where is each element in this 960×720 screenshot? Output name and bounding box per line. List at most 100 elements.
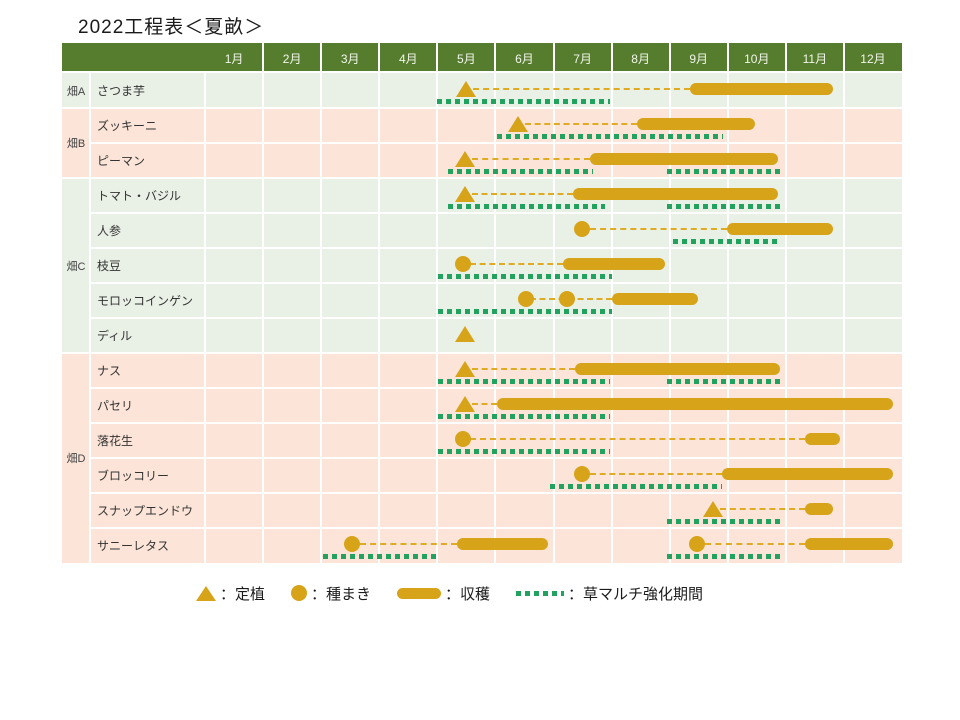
dashed-connector [472, 403, 498, 405]
harvest-bar [721, 468, 893, 480]
month-header-cell: 3月 [340, 51, 360, 66]
horizontal-grid-line [90, 352, 902, 354]
month-header-cell: 5月 [457, 51, 476, 66]
legend-item-sow: ：種まき [291, 583, 371, 604]
harvest-bar [457, 538, 548, 550]
page-title: 2022工程表＜夏畝＞ [78, 17, 265, 38]
transplant-marker [455, 396, 476, 412]
horizontal-grid-line [90, 142, 902, 144]
month-header-cell: 6月 [515, 51, 534, 66]
crop-label-cell: パセリ [90, 388, 205, 423]
legend-item-mulch: ：草マルチ強化期間 [516, 583, 703, 604]
mulch-line [437, 274, 613, 279]
mulch-line [437, 379, 610, 384]
harvest-bar [805, 538, 893, 550]
month-header-cell: 4月 [398, 51, 418, 66]
dashed-connector [720, 508, 805, 510]
legend-label-sow: ：種まき [311, 585, 372, 603]
header-grid-line [494, 43, 497, 73]
mulch-line [550, 484, 722, 489]
harvest-bar [497, 398, 893, 410]
field-group-cell: 畑A [62, 73, 90, 108]
harvest-bar [573, 188, 778, 200]
header-grid-line [784, 43, 787, 73]
crop-label-cell: ブロッコリー [90, 458, 205, 493]
header-grid-line [320, 43, 323, 73]
sowing-marker [343, 536, 360, 552]
horizontal-grid-line [90, 457, 902, 459]
transplant-marker [455, 186, 476, 202]
dashed-connector [472, 158, 591, 160]
harvest-bar [805, 433, 840, 445]
crop-label-cell: ピーマン [90, 143, 205, 178]
crop-label-cell: さつま芋 [90, 73, 205, 108]
harvest-bar [805, 503, 833, 515]
horizontal-grid-line [62, 71, 902, 73]
legend-item-transplant: ：定植 [196, 583, 265, 604]
dashed-connector [472, 368, 575, 370]
header-grid-line [552, 43, 555, 73]
harvest-bar [637, 118, 756, 130]
dashed-connector [589, 473, 722, 475]
crop-label-cell: ズッキーニ [90, 108, 205, 143]
mulch-line [437, 309, 613, 314]
header-grid-line [262, 43, 265, 73]
legend: ：定植 ：種まき ：収穫 ：草マルチ強化期間 [196, 577, 703, 609]
field-group-cell: 畑D [62, 353, 90, 563]
mulch-line [666, 379, 782, 384]
month-header-cell: 2月 [282, 51, 302, 66]
mulch-line [322, 554, 437, 559]
sowing-marker [518, 291, 535, 307]
harvest-bar [574, 363, 781, 375]
mulch-line [666, 204, 782, 209]
harvest-bar [590, 153, 778, 165]
crop-label-cell: 人参 [90, 213, 205, 248]
transplant-marker [455, 361, 476, 377]
mulch-line [666, 169, 780, 174]
crop-label-cell: 枝豆 [90, 248, 205, 283]
sowing-marker [573, 221, 590, 237]
dashed-connector [359, 543, 458, 545]
dashed-connector [470, 438, 805, 440]
horizontal-grid-line [90, 177, 902, 179]
mulch-line [447, 204, 606, 209]
mulch-dotted-icon [516, 590, 565, 596]
dashed-connector [472, 193, 574, 195]
crop-label-cell: サニーレタス [90, 528, 205, 563]
horizontal-grid-line [90, 492, 902, 494]
month-header-cell: 10月 [744, 51, 770, 66]
crop-label-cell: トマト・バジル [90, 178, 205, 213]
horizontal-grid-line [90, 212, 902, 214]
legend-label-mulch: ：草マルチ強化期間 [568, 585, 704, 603]
harvest-bar [689, 83, 833, 95]
dashed-connector [470, 263, 563, 265]
dashed-connector [525, 123, 638, 125]
harvest-bar [562, 258, 665, 270]
month-header-cell: 8月 [631, 51, 650, 66]
harvest-bar [727, 223, 833, 235]
header-grid-line [610, 43, 613, 73]
mulch-line [666, 519, 780, 524]
transplant-marker [455, 151, 476, 167]
crop-label-cell: 落花生 [90, 423, 205, 458]
group-grid-line [62, 107, 90, 109]
horizontal-grid-line [90, 527, 902, 529]
crop-label-cell: ナス [90, 353, 205, 388]
crop-label-cell: モロッコインゲン [90, 283, 205, 318]
transplant-marker [455, 326, 476, 342]
mulch-line [437, 414, 610, 419]
transplant-marker [703, 501, 724, 517]
mulch-line [666, 554, 780, 559]
mulch-line [447, 169, 593, 174]
mulch-line [437, 449, 610, 454]
mulch-line [497, 134, 724, 139]
dashed-connector [473, 88, 690, 90]
table-header-band [62, 43, 902, 73]
mulch-line [673, 239, 780, 244]
sowing-marker [573, 466, 590, 482]
legend-item-harvest: ：収穫 [397, 583, 490, 604]
circle-icon [291, 585, 308, 601]
legend-label-harvest: ：収穫 [445, 585, 491, 603]
crop-label-cell: ディル [90, 318, 205, 353]
